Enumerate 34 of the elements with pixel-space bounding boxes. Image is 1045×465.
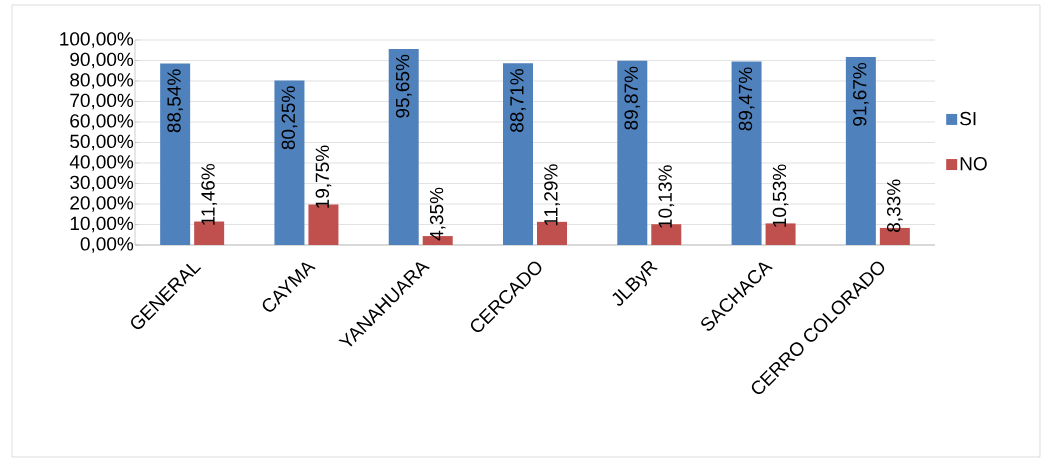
data-label: 88,71% <box>510 69 526 132</box>
y-tick-label: 60,00% <box>70 114 134 130</box>
y-tick-label: 40,00% <box>69 155 134 171</box>
bar <box>160 63 191 245</box>
y-tick-label: 100,00% <box>60 32 134 48</box>
legend-label: SI <box>960 111 976 126</box>
y-tick-label: 80,00% <box>70 73 134 89</box>
data-label: 89,87% <box>624 66 641 130</box>
data-label: 80,25% <box>281 86 298 150</box>
data-label: 10,53% <box>772 164 789 227</box>
bar <box>731 61 762 245</box>
y-tick-label: 30,00% <box>70 175 134 192</box>
data-label: 11,29% <box>544 164 560 226</box>
data-label: 8,33% <box>887 179 903 232</box>
data-label: 95,65% <box>395 54 412 118</box>
data-label: 91,67% <box>853 62 869 126</box>
bar <box>845 57 876 245</box>
data-label: 89,47% <box>738 67 755 131</box>
y-tick-label: 0,00% <box>80 237 134 253</box>
data-label: 19,75% <box>315 145 332 208</box>
data-label: 4,35% <box>429 187 446 241</box>
data-label: 10,13% <box>658 165 675 228</box>
y-tick-label: 20,00% <box>70 196 134 212</box>
bar <box>503 63 533 245</box>
y-tick-label: 90,00% <box>70 52 134 69</box>
legend-label: NO <box>960 156 987 171</box>
data-label: 88,54% <box>167 69 183 133</box>
y-tick-label: 10,00% <box>70 216 134 233</box>
bar <box>617 60 648 245</box>
data-label: 11,46% <box>201 163 217 225</box>
bar <box>388 48 419 245</box>
bar <box>274 80 305 245</box>
y-tick-label: 70,00% <box>70 93 134 110</box>
y-tick-label: 50,00% <box>70 134 134 151</box>
